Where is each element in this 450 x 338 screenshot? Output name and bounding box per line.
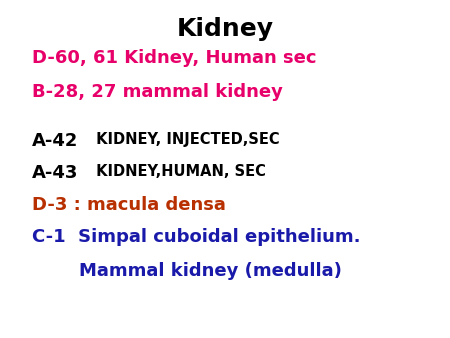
Text: D-3 : macula densa: D-3 : macula densa <box>32 196 225 214</box>
Text: B-28, 27 mammal kidney: B-28, 27 mammal kidney <box>32 83 283 101</box>
Text: D-60, 61 Kidney, Human sec: D-60, 61 Kidney, Human sec <box>32 49 316 67</box>
Text: C-1  Simpal cuboidal epithelium.: C-1 Simpal cuboidal epithelium. <box>32 228 360 246</box>
Text: KIDNEY,HUMAN, SEC: KIDNEY,HUMAN, SEC <box>91 164 266 179</box>
Text: A-43: A-43 <box>32 164 78 182</box>
Text: Mammal kidney (medulla): Mammal kidney (medulla) <box>79 262 342 280</box>
Text: A-42: A-42 <box>32 132 78 150</box>
Text: Kidney: Kidney <box>176 17 274 41</box>
Text: KIDNEY, INJECTED,SEC: KIDNEY, INJECTED,SEC <box>91 132 280 147</box>
